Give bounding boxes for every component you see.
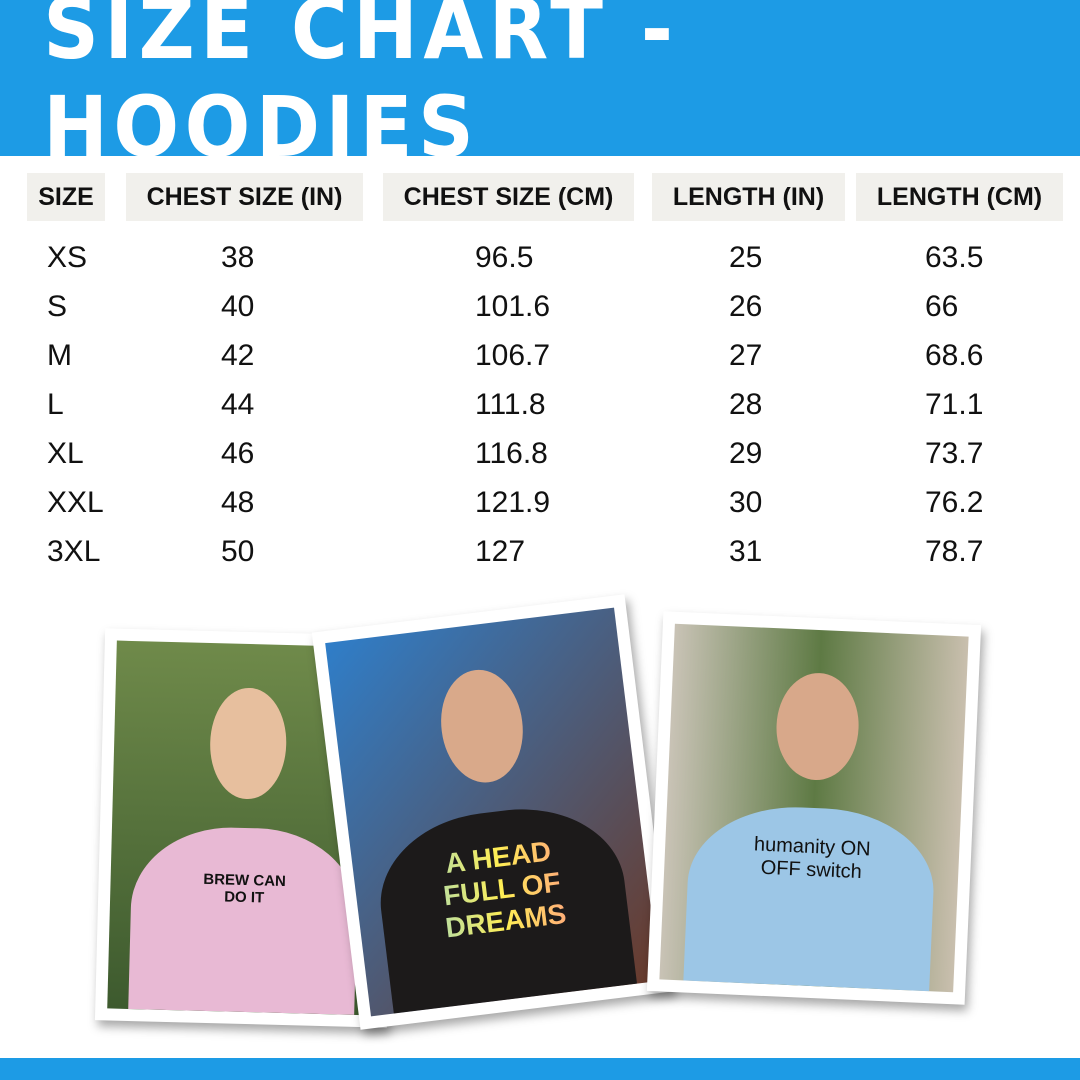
column-header: CHEST SIZE (CM) [383,173,634,221]
table-cell: 46 [221,437,255,470]
table-cell: 127 [475,535,526,568]
table-cell: 96.5 [475,241,534,274]
table-cell: 73.7 [925,437,984,470]
table-cell: 30 [729,486,763,519]
table-cell: 29 [729,437,763,470]
table-cell: XL [47,437,84,470]
table-cell: 25 [729,241,763,274]
table-cell: 63.5 [925,241,984,274]
table-cell: 68.6 [925,339,984,372]
table-cell: 116.8 [475,437,548,470]
table-cell: M [47,339,72,372]
table-cell: 111.8 [475,388,546,421]
column-header: LENGTH (IN) [652,173,845,221]
table-cell: 44 [221,388,255,421]
table-cell: L [47,388,64,421]
bottom-bar [0,1058,1080,1080]
photo-card-blue-hoodie: humanity ON OFF switch [646,611,982,1005]
photo-card-black-hoodie: A HEAD FULL OF DREAMS [311,594,674,1030]
table-cell: 40 [221,290,255,323]
column-header: SIZE [27,173,105,221]
table-cell: 42 [221,339,255,372]
table-cell: 31 [729,535,763,568]
table-cell: 106.7 [475,339,551,372]
table-cell: 27 [729,339,763,372]
table-cell: 121.9 [475,486,551,519]
column-header: CHEST SIZE (IN) [126,173,363,221]
table-cell: 78.7 [925,535,984,568]
title-banner: SIZE CHART - HOODIES [0,0,1080,176]
table-cell: 101.6 [475,290,551,323]
table-cell: 66 [925,290,959,323]
table-cell: 3XL [47,535,101,568]
table-cell: S [47,290,68,323]
table-cell: 48 [221,486,255,519]
table-cell: 71.1 [925,388,984,421]
table-cell: 76.2 [925,486,984,519]
table-cell: 50 [221,535,255,568]
table-cell: XXL [47,486,104,519]
table-cell: 26 [729,290,763,323]
hoodie-print: BREW CAN DO IT [203,871,287,907]
table-cell: XS [47,241,88,274]
table-cell: 28 [729,388,763,421]
column-header: LENGTH (CM) [856,173,1063,221]
table-cell: 38 [221,241,255,274]
page-title: SIZE CHART - HOODIES [43,0,679,176]
